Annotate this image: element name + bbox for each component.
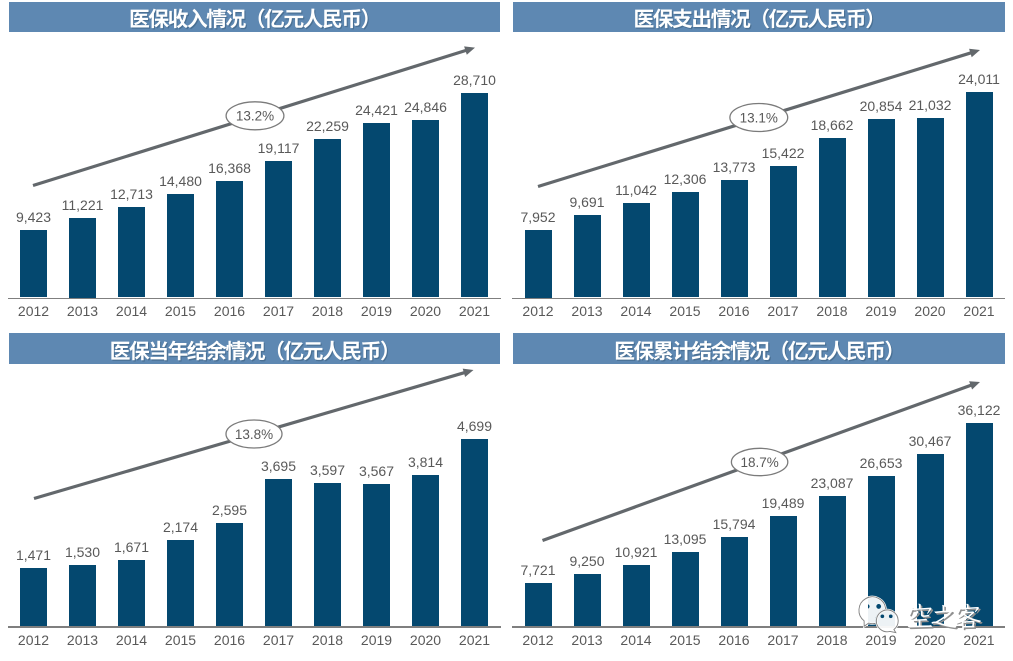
- svg-text:13.1%: 13.1%: [740, 110, 778, 125]
- svg-text:13.8%: 13.8%: [235, 427, 273, 442]
- svg-text:18.7%: 18.7%: [740, 455, 778, 470]
- svg-text:13.2%: 13.2%: [236, 109, 274, 124]
